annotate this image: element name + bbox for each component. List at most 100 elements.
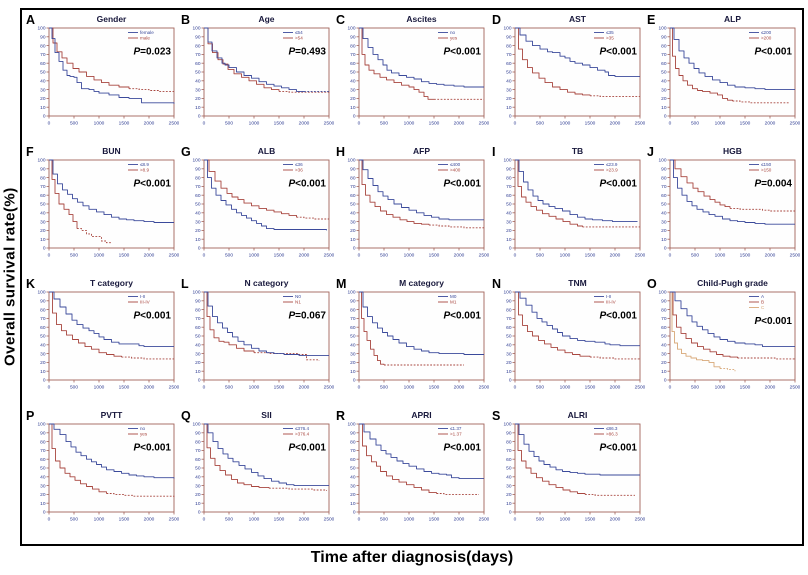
y-tick-label: 70	[195, 184, 201, 190]
p-value: P<0.001	[599, 311, 637, 322]
panel-letter: C	[336, 13, 345, 27]
y-tick-label: 10	[40, 501, 46, 507]
x-tick-label: 1000	[404, 385, 415, 391]
survival-curve-≤1.37	[359, 423, 485, 480]
legend-label: >35	[606, 36, 614, 41]
y-tick-label: 70	[351, 184, 357, 190]
y-tick-label: 40	[195, 211, 201, 217]
y-tick-label: 40	[506, 343, 512, 349]
y-tick-label: 100	[658, 158, 666, 164]
y-tick-label: 30	[661, 351, 667, 357]
p-value: P<0.001	[599, 443, 637, 454]
y-tick-label: 100	[193, 158, 201, 164]
p-value: P<0.001	[444, 179, 482, 190]
legend-label: M1	[450, 300, 457, 305]
x-tick-label: 0	[668, 385, 671, 391]
y-tick-label: 60	[40, 325, 46, 331]
survival-curve-male	[49, 27, 130, 89]
y-tick-label: 30	[351, 483, 357, 489]
legend-label: N1	[295, 300, 301, 305]
survival-curve-censored-yes	[106, 493, 175, 497]
x-tick-label: 1500	[119, 517, 130, 523]
y-tick-label: 100	[37, 290, 45, 296]
legend-label: ≤86.3	[606, 426, 618, 431]
panel-letter: G	[181, 145, 191, 159]
survival-curve-≤23.9	[514, 159, 638, 223]
legend-label: ≤1.37	[450, 426, 462, 431]
x-tick-label: 2500	[169, 385, 179, 391]
y-tick-label: 100	[658, 290, 666, 296]
survival-curve-III-IV	[49, 291, 122, 358]
survival-curve-B	[669, 291, 738, 358]
survival-curve-M0	[359, 291, 485, 355]
y-tick-label: 30	[351, 87, 357, 93]
legend-label: B	[761, 300, 764, 305]
panel-title: BUN	[102, 146, 120, 156]
p-value: P<0.001	[599, 179, 637, 190]
y-tick-label: 20	[195, 360, 201, 366]
y-tick-label: 30	[195, 87, 201, 93]
x-tick-label: 500	[536, 253, 544, 259]
y-tick-label: 70	[506, 448, 512, 454]
x-tick-label: 1500	[119, 253, 130, 259]
y-tick-label: 30	[40, 219, 46, 225]
y-tick-label: 80	[661, 307, 667, 313]
y-tick-label: 0	[508, 510, 511, 516]
x-axis-label: Time after diagnosis(days)	[310, 549, 514, 566]
x-tick-label: 1000	[249, 517, 260, 523]
y-tick-label: 30	[661, 87, 667, 93]
x-tick-label: 500	[225, 253, 233, 259]
y-tick-label: 60	[506, 193, 512, 199]
y-tick-label: 100	[658, 26, 666, 32]
y-tick-label: 50	[661, 70, 667, 76]
y-tick-label: 10	[195, 501, 201, 507]
y-tick-label: 50	[195, 334, 201, 340]
y-tick-label: 10	[661, 237, 667, 243]
plot-area	[669, 27, 796, 117]
y-tick-label: 40	[351, 475, 357, 481]
y-tick-label: 10	[351, 237, 357, 243]
y-tick-label: 40	[40, 79, 46, 85]
survival-curve-≤150	[669, 159, 795, 225]
y-tick-label: 90	[351, 167, 357, 173]
survival-curve->54	[204, 27, 280, 92]
y-tick-label: 0	[508, 378, 511, 384]
survival-curve->35	[514, 27, 591, 96]
y-tick-label: 50	[351, 70, 357, 76]
legend-label: female	[140, 30, 154, 35]
y-tick-label: 10	[195, 105, 201, 111]
x-tick-label: 500	[380, 517, 388, 523]
panel-title: Child-Pugh grade	[697, 278, 768, 288]
x-tick-label: 500	[536, 385, 544, 391]
y-tick-label: 30	[351, 351, 357, 357]
y-tick-label: 60	[661, 193, 667, 199]
panel-letter: O	[647, 277, 657, 291]
y-tick-label: 10	[40, 237, 46, 243]
legend-label: >8.9	[140, 168, 150, 173]
x-tick-label: 0	[48, 517, 51, 523]
y-tick-label: 50	[40, 70, 46, 76]
y-tick-label: 50	[195, 202, 201, 208]
x-tick-label: 1000	[714, 385, 725, 391]
y-tick-label: 100	[503, 422, 511, 428]
y-tick-label: 40	[661, 211, 667, 217]
panel-title: N category	[245, 278, 289, 288]
y-tick-label: 60	[351, 61, 357, 67]
y-tick-label: 80	[195, 307, 201, 313]
x-tick-label: 2500	[479, 385, 489, 391]
y-tick-label: 80	[506, 175, 512, 181]
survival-curve-N1	[204, 291, 255, 353]
x-tick-label: 500	[536, 517, 544, 523]
x-tick-label: 1500	[274, 253, 285, 259]
y-tick-label: 100	[348, 422, 356, 428]
y-tick-label: 20	[351, 228, 357, 234]
y-tick-label: 20	[661, 360, 667, 366]
y-tick-label: 70	[40, 52, 46, 58]
